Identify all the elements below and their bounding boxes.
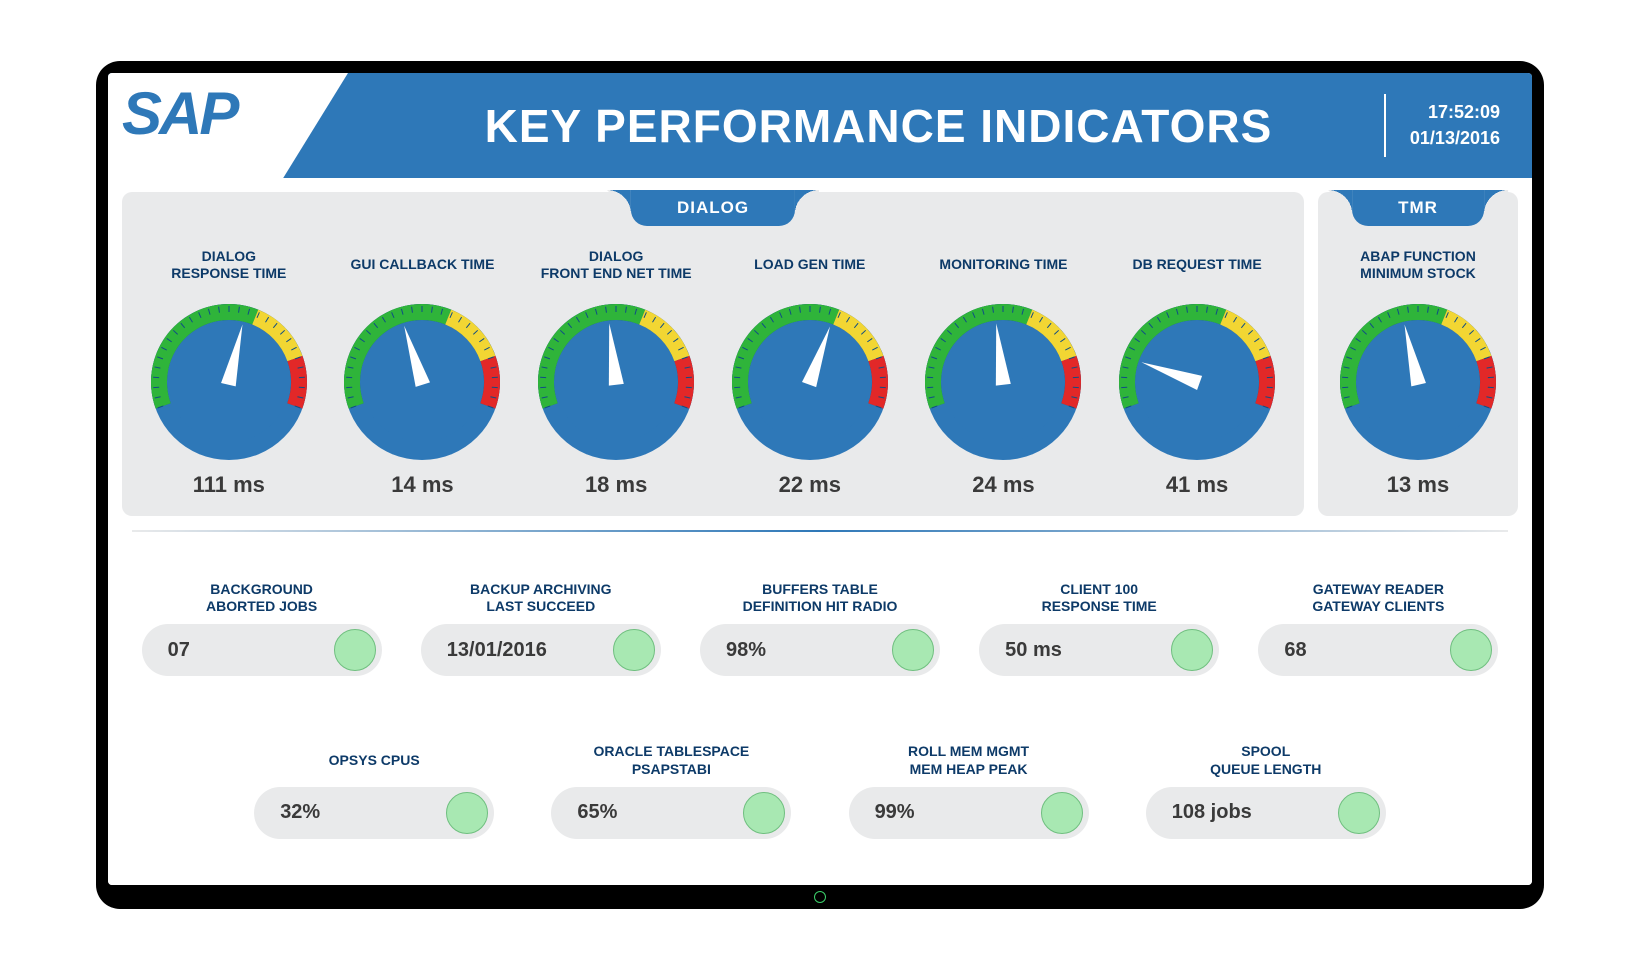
status-metric: ORACLE TABLESPACEPSAPSTABI 65% (546, 741, 796, 839)
metric-value: 07 (168, 639, 190, 662)
panel-tab-tmr: TMR (1352, 190, 1484, 226)
screen: SAP KEY PERFORMANCE INDICATORS 17:52:09 … (108, 73, 1532, 885)
metric-pill: 50 ms (979, 624, 1219, 676)
status-dot-icon (446, 792, 488, 834)
gauge-icon (531, 292, 701, 462)
header-datetime: 17:52:09 01/13/2016 (1384, 94, 1524, 156)
metric-value: 13/01/2016 (447, 639, 547, 662)
gauge: LOAD GEN TIME 22 ms (722, 244, 897, 498)
status-metric: CLIENT 100RESPONSE TIME 50 ms (974, 578, 1224, 676)
section-divider (132, 530, 1508, 532)
header: SAP KEY PERFORMANCE INDICATORS 17:52:09 … (108, 73, 1532, 178)
gauge-title: LOAD GEN TIME (754, 244, 865, 286)
status-metric: SPOOLQUEUE LENGTH 108 jobs (1141, 741, 1391, 839)
status-metric: OPSYS CPUS 32% (249, 741, 499, 839)
metric-title: BUFFERS TABLEDEFINITION HIT RADIO (743, 578, 898, 618)
status-metric: BACKGROUNDABORTED JOBS 07 (137, 578, 387, 676)
gauge-value: 41 ms (1166, 472, 1228, 498)
metric-value: 98% (726, 639, 766, 662)
metric-title: ORACLE TABLESPACEPSAPSTABI (593, 741, 749, 781)
gauge-value: 24 ms (972, 472, 1034, 498)
metric-pill: 65% (551, 787, 791, 839)
metric-title: OPSYS CPUS (329, 741, 420, 781)
metric-value: 99% (875, 801, 915, 824)
metric-pill: 99% (849, 787, 1089, 839)
gauge-value: 22 ms (779, 472, 841, 498)
metric-title: ROLL MEM MGMTMEM HEAP PEAK (908, 741, 1029, 781)
gauge-icon (1333, 292, 1503, 462)
panel-tmr: TMR ABAP FUNCTIONMINIMUM STOCK 13 ms (1318, 192, 1518, 516)
gauge: ABAP FUNCTIONMINIMUM STOCK 13 ms (1331, 244, 1506, 498)
gauge-icon (144, 292, 314, 462)
metric-pill: 68 (1258, 624, 1498, 676)
power-led-icon (814, 891, 826, 903)
content: DIALOG DIALOGRESPONSE TIME 111 ms GUI CA… (108, 178, 1532, 885)
status-dot-icon (613, 629, 655, 671)
gauge-title: DB REQUEST TIME (1133, 244, 1262, 286)
metric-title: GATEWAY READERGATEWAY CLIENTS (1312, 578, 1444, 618)
gauge: MONITORING TIME 24 ms (916, 244, 1091, 498)
metric-pill: 07 (142, 624, 382, 676)
header-time: 17:52:09 (1410, 100, 1500, 125)
status-dot-icon (1338, 792, 1380, 834)
metrics-row: BACKGROUNDABORTED JOBS 07 BACKUP ARCHIVI… (122, 578, 1518, 676)
status-dot-icon (1041, 792, 1083, 834)
logo-text: SAP (122, 79, 236, 148)
gauge-title: GUI CALLBACK TIME (351, 244, 495, 286)
metric-pill: 98% (700, 624, 940, 676)
gauge-value: 14 ms (391, 472, 453, 498)
status-metric: ROLL MEM MGMTMEM HEAP PEAK 99% (844, 741, 1094, 839)
page-title: KEY PERFORMANCE INDICATORS (373, 99, 1384, 153)
gauge-title: DIALOGFRONT END NET TIME (541, 244, 692, 286)
status-dot-icon (1171, 629, 1213, 671)
metric-title: BACKGROUNDABORTED JOBS (206, 578, 317, 618)
status-metric: BUFFERS TABLEDEFINITION HIT RADIO 98% (695, 578, 945, 676)
metric-value: 108 jobs (1172, 801, 1252, 824)
gauge-value: 13 ms (1387, 472, 1449, 498)
metric-value: 32% (280, 801, 320, 824)
panel-dialog: DIALOG DIALOGRESPONSE TIME 111 ms GUI CA… (122, 192, 1304, 516)
header-date: 01/13/2016 (1410, 126, 1500, 151)
status-dot-icon (1450, 629, 1492, 671)
status-dot-icon (334, 629, 376, 671)
gauge: DB REQUEST TIME 41 ms (1110, 244, 1285, 498)
gauge: DIALOGFRONT END NET TIME 18 ms (529, 244, 704, 498)
status-dot-icon (892, 629, 934, 671)
gauge-panels: DIALOG DIALOGRESPONSE TIME 111 ms GUI CA… (122, 192, 1518, 516)
gauge-value: 18 ms (585, 472, 647, 498)
metrics-row: OPSYS CPUS 32% ORACLE TABLESPACEPSAPSTAB… (122, 741, 1518, 839)
gauge-icon (1112, 292, 1282, 462)
status-metric: BACKUP ARCHIVINGLAST SUCCEED 13/01/2016 (416, 578, 666, 676)
metric-pill: 13/01/2016 (421, 624, 661, 676)
gauge-icon (725, 292, 895, 462)
status-metric: GATEWAY READERGATEWAY CLIENTS 68 (1253, 578, 1503, 676)
gauge-icon (337, 292, 507, 462)
metric-value: 65% (577, 801, 617, 824)
panel-tab-dialog: DIALOG (631, 190, 795, 226)
monitor-frame: SAP KEY PERFORMANCE INDICATORS 17:52:09 … (96, 61, 1544, 909)
gauge-icon (918, 292, 1088, 462)
logo: SAP (108, 73, 373, 178)
metric-pill: 108 jobs (1146, 787, 1386, 839)
gauge: DIALOGRESPONSE TIME 111 ms (141, 244, 316, 498)
gauge-title: MONITORING TIME (939, 244, 1067, 286)
gauge-title: ABAP FUNCTIONMINIMUM STOCK (1360, 244, 1476, 286)
metric-value: 50 ms (1005, 639, 1062, 662)
gauge-value: 111 ms (193, 472, 265, 498)
status-dot-icon (743, 792, 785, 834)
metric-title: BACKUP ARCHIVINGLAST SUCCEED (470, 578, 612, 618)
metric-value: 68 (1284, 639, 1306, 662)
metric-title: SPOOLQUEUE LENGTH (1210, 741, 1321, 781)
gauge: GUI CALLBACK TIME 14 ms (335, 244, 510, 498)
status-metrics: BACKGROUNDABORTED JOBS 07 BACKUP ARCHIVI… (122, 542, 1518, 875)
gauge-title: DIALOGRESPONSE TIME (171, 244, 286, 286)
metric-title: CLIENT 100RESPONSE TIME (1042, 578, 1157, 618)
metric-pill: 32% (254, 787, 494, 839)
